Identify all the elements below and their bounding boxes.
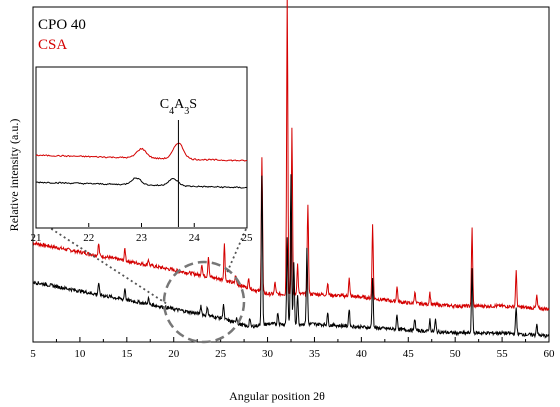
x-tick-label-15: 15 bbox=[121, 348, 133, 360]
x-axis-label: Angular position 2θ bbox=[229, 389, 325, 403]
inset-tick-label-25: 25 bbox=[242, 232, 254, 244]
inset-series-lines bbox=[35, 142, 248, 189]
x-tick-label-25: 25 bbox=[215, 348, 227, 360]
series-line-csa bbox=[32, 0, 550, 312]
inset-line-csa bbox=[35, 142, 248, 162]
x-tick-label-60: 60 bbox=[544, 348, 556, 360]
x-tick-label-50: 50 bbox=[450, 348, 462, 360]
x-tick-label-5: 5 bbox=[30, 348, 36, 360]
x-tick-label-10: 10 bbox=[74, 348, 86, 360]
main-series-lines bbox=[32, 0, 550, 339]
x-tick-label-40: 40 bbox=[356, 348, 368, 360]
series-line-cpo40 bbox=[32, 174, 550, 339]
zoom-connector-right bbox=[225, 228, 247, 276]
y-axis-label: Relative intensity (a.u.) bbox=[7, 119, 21, 232]
legend-entry-csa: CSA bbox=[38, 37, 67, 53]
inset-tick-label-22: 22 bbox=[83, 232, 94, 244]
c4a3s-annotation: C4A3S bbox=[160, 97, 197, 117]
legend-entry-cpo40: CPO 40 bbox=[38, 17, 86, 33]
inset-x-ticks: 21 22 23 24 25 bbox=[31, 223, 254, 244]
x-axis-ticks: 5 10 15 20 25 30 35 40 45 50 55 60 bbox=[30, 337, 555, 360]
x-tick-label-35: 35 bbox=[309, 348, 321, 360]
inset-line-cpo40 bbox=[35, 177, 248, 189]
x-tick-label-20: 20 bbox=[168, 348, 180, 360]
zoom-connector-left bbox=[46, 225, 168, 305]
x-tick-label-45: 45 bbox=[403, 348, 415, 360]
x-tick-label-55: 55 bbox=[497, 348, 509, 360]
inset-tick-label-21: 21 bbox=[31, 232, 42, 244]
x-tick-label-30: 30 bbox=[262, 348, 274, 360]
inset-frame bbox=[35, 66, 248, 229]
inset-tick-label-24: 24 bbox=[189, 232, 201, 244]
zoom-circle bbox=[162, 260, 246, 344]
inset-tick-label-23: 23 bbox=[136, 232, 148, 244]
